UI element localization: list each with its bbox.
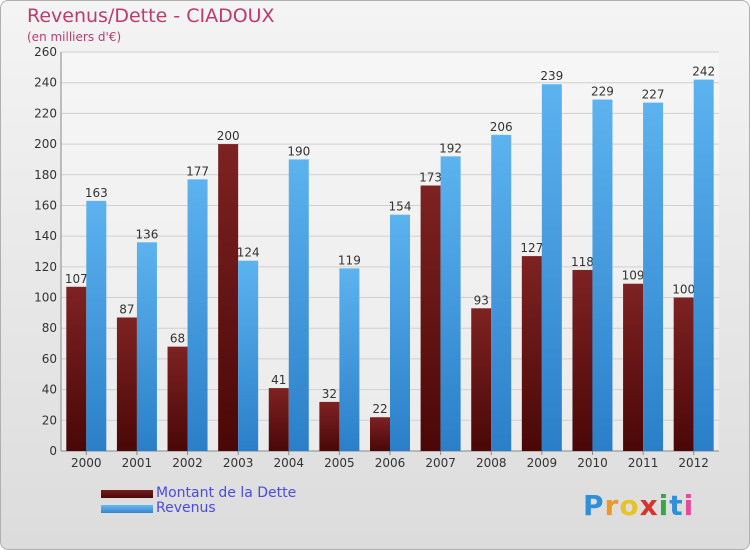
y-tick-label: 140 (34, 229, 57, 243)
brand-logo: Proxiti (583, 489, 694, 522)
brand-letter: t (669, 489, 684, 522)
data-label-revenue: 177 (186, 164, 209, 178)
y-tick-label: 120 (34, 260, 57, 274)
data-label-debt: 107 (65, 272, 88, 286)
bar-debt (572, 269, 593, 451)
bar-debt (319, 401, 340, 451)
bar-revenue (339, 268, 360, 451)
data-label-revenue: 229 (591, 85, 614, 99)
data-label-debt: 200 (217, 129, 240, 143)
data-label-debt: 32 (322, 387, 337, 401)
x-tick-label: 2008 (476, 456, 507, 470)
data-label-debt: 68 (170, 332, 185, 346)
bar-debt (370, 417, 390, 451)
bar-revenue (288, 159, 309, 451)
data-label-revenue: 119 (338, 253, 361, 267)
data-label-revenue: 163 (85, 186, 108, 200)
data-label-debt: 109 (622, 269, 645, 283)
data-label-revenue: 136 (135, 227, 158, 241)
y-tick-label: 260 (34, 45, 57, 59)
brand-letter: o (619, 489, 640, 522)
data-label-debt: 127 (520, 241, 543, 255)
x-tick-label: 2010 (577, 456, 608, 470)
bar-revenue (390, 214, 410, 451)
data-label-debt: 100 (672, 283, 695, 297)
x-tick-label: 2012 (678, 456, 709, 470)
data-label-debt: 118 (571, 255, 594, 269)
bar-revenue (541, 84, 562, 451)
bar-debt (521, 256, 542, 451)
legend-label-debt: Montant de la Dette (156, 485, 297, 501)
data-label-debt: 41 (271, 373, 286, 387)
data-label-revenue: 154 (389, 200, 412, 214)
brand-letter: i (683, 489, 695, 522)
data-label-revenue: 124 (237, 246, 260, 260)
y-tick-label: 220 (34, 106, 57, 120)
bar-revenue (187, 179, 208, 451)
chart-subtitle: (en milliers d'€) (27, 30, 122, 44)
x-tick-label: 2004 (273, 456, 304, 470)
legend-swatch-revenue (101, 505, 153, 513)
y-tick-label: 60 (42, 352, 57, 366)
data-label-revenue: 190 (287, 144, 310, 158)
data-label-revenue: 242 (692, 65, 715, 79)
x-tick-label: 2006 (375, 456, 406, 470)
legend-label-revenue: Revenus (156, 500, 216, 516)
data-label-debt: 93 (474, 293, 489, 307)
brand-letter: x (639, 489, 659, 522)
bar-revenue (440, 156, 461, 451)
y-tick-label: 80 (42, 321, 57, 335)
chart-title: Revenus/Dette - CIADOUX (27, 5, 275, 27)
bar-revenue (592, 99, 613, 452)
x-tick-label: 2009 (527, 456, 558, 470)
legend-swatch-debt (101, 490, 153, 498)
bar-revenue (238, 260, 259, 451)
data-label-revenue: 239 (540, 69, 563, 83)
bar-debt (673, 297, 694, 451)
bar-debt (167, 346, 188, 451)
bar-debt (66, 286, 87, 451)
x-tick-label: 2007 (425, 456, 456, 470)
data-label-revenue: 227 (642, 88, 665, 102)
y-tick-label: 240 (34, 76, 57, 90)
y-tick-label: 40 (42, 383, 57, 397)
y-tick-label: 180 (34, 168, 57, 182)
bar-revenue (643, 102, 664, 452)
bar-revenue (693, 79, 714, 451)
y-tick-label: 20 (42, 413, 57, 427)
bar-debt (623, 283, 644, 451)
y-tick-label: 200 (34, 137, 57, 151)
data-label-revenue: 192 (439, 141, 462, 155)
bar-revenue (86, 200, 107, 451)
brand-letter: P (583, 489, 605, 522)
data-label-debt: 87 (119, 302, 134, 316)
bar-debt (268, 388, 289, 451)
brand-letter: r (604, 489, 620, 522)
data-label-revenue: 206 (490, 120, 513, 134)
y-tick-label: 100 (34, 291, 57, 305)
bar-revenue (136, 242, 157, 451)
y-tick-label: 0 (49, 444, 57, 458)
x-tick-label: 2003 (223, 456, 254, 470)
x-tick-label: 2005 (324, 456, 355, 470)
data-label-debt: 22 (372, 402, 387, 416)
bar-debt (471, 308, 492, 451)
y-tick-label: 160 (34, 198, 57, 212)
x-tick-label: 2000 (71, 456, 102, 470)
bar-debt (218, 144, 239, 452)
bar-debt (116, 317, 137, 451)
bar-debt (420, 185, 441, 451)
x-tick-label: 2002 (172, 456, 203, 470)
bar-revenue (491, 134, 512, 451)
brand-letter: i (658, 489, 670, 522)
x-tick-label: 2001 (122, 456, 153, 470)
x-tick-label: 2011 (628, 456, 659, 470)
data-label-debt: 173 (419, 171, 442, 185)
